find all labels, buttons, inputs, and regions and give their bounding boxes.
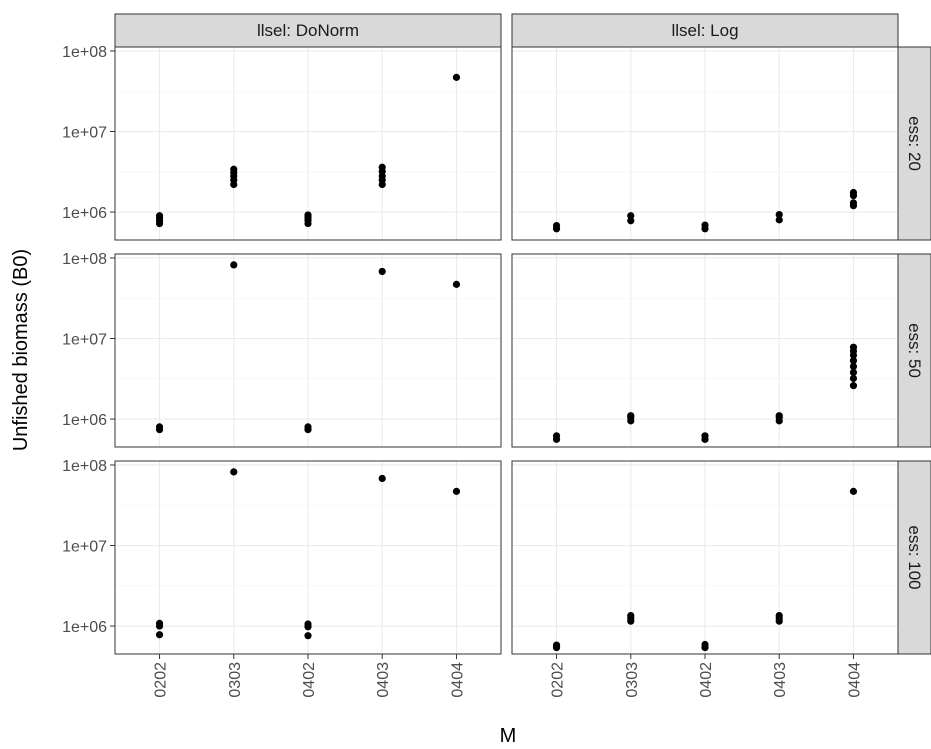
point: [849, 382, 858, 390]
point: [155, 631, 164, 639]
panel-border: [114, 46, 502, 241]
point: [849, 362, 858, 371]
point: [304, 620, 312, 628]
point: [378, 267, 386, 276]
point: [452, 73, 461, 81]
point: [452, 487, 461, 495]
point: [155, 423, 164, 431]
strip: [511, 13, 899, 48]
strip: [897, 253, 931, 448]
x-tick-label: 0202: [153, 662, 170, 698]
y-tick-label: 1e+07: [62, 125, 107, 142]
panel-border: [114, 253, 502, 448]
panel-border: [511, 253, 899, 448]
point: [155, 619, 164, 627]
row-strip-label: ess: 50: [905, 323, 924, 378]
point: [627, 212, 635, 220]
point: [701, 221, 709, 229]
point: [552, 432, 561, 440]
point: [849, 199, 858, 207]
y-axis-label: Unfished biomass (B0): [10, 249, 32, 451]
row-strip-label: ess: 20: [905, 116, 924, 171]
point: [452, 280, 461, 288]
x-tick-label: 0402: [698, 662, 715, 698]
x-tick-label: 0403: [772, 662, 789, 698]
point: [230, 165, 238, 173]
column-strip-label: llsel: Log: [671, 21, 738, 40]
point: [775, 611, 783, 620]
x-tick-label: 0402: [301, 662, 318, 698]
strip: [897, 460, 931, 655]
point: [627, 217, 635, 225]
y-tick-label: 1e+06: [62, 412, 107, 429]
x-tick-label: 0404: [846, 662, 863, 698]
x-tick-label: 0303: [227, 662, 244, 698]
strip: [114, 13, 502, 48]
x-tick-label: 0202: [550, 662, 567, 698]
point: [701, 640, 709, 649]
point: [849, 357, 858, 365]
point: [849, 487, 858, 495]
point: [627, 412, 635, 420]
point: [230, 468, 238, 476]
x-axis-label: M: [500, 725, 517, 747]
x-tick-label: 0404: [449, 662, 466, 698]
y-tick-label: 1e+06: [62, 205, 107, 222]
x-tick-label: 0403: [375, 662, 392, 698]
point: [775, 412, 783, 420]
point: [552, 221, 561, 230]
y-tick-label: 1e+07: [62, 539, 107, 556]
row-strip-label: ess: 100: [905, 525, 924, 589]
x-tick-label: 0303: [624, 662, 641, 698]
y-tick-label: 1e+08: [62, 251, 107, 268]
point: [627, 611, 635, 620]
point: [552, 641, 561, 649]
point: [849, 374, 858, 382]
point: [304, 211, 312, 219]
point: [849, 368, 858, 376]
column-strip-label: llsel: DoNorm: [257, 21, 359, 40]
point: [775, 211, 783, 219]
y-tick-label: 1e+07: [62, 332, 107, 349]
y-tick-label: 1e+08: [62, 44, 107, 61]
strip: [897, 46, 931, 241]
point: [230, 261, 238, 269]
y-tick-label: 1e+08: [62, 458, 107, 475]
y-tick-label: 1e+06: [62, 619, 107, 636]
point: [849, 343, 858, 351]
point: [304, 632, 312, 640]
point: [701, 432, 709, 440]
point: [775, 216, 783, 224]
point: [378, 163, 386, 171]
point: [378, 474, 386, 483]
point: [849, 188, 858, 197]
point: [155, 212, 164, 220]
panel-border: [511, 46, 899, 241]
point: [304, 423, 312, 431]
